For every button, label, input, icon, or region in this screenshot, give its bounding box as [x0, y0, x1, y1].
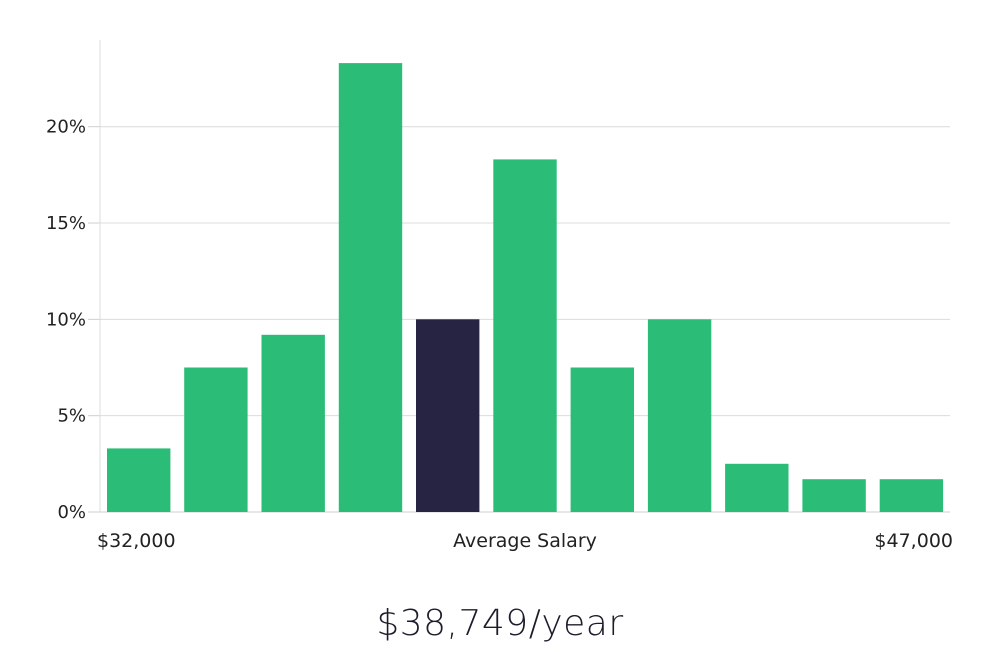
average-salary-value: $38,749/year [376, 603, 624, 644]
x-max-label: $47,000 [874, 530, 953, 552]
y-tick-labels: 0% 5% 10% 15% 20% [46, 117, 86, 523]
y-tick-label: 0% [57, 502, 86, 523]
bar [261, 334, 325, 512]
x-axis-label: Average Salary [453, 530, 597, 552]
bar [647, 319, 712, 512]
bar [725, 463, 789, 512]
y-tick-label: 15% [46, 213, 86, 234]
bars [107, 63, 944, 512]
bar [802, 479, 866, 512]
y-tick-label: 10% [46, 309, 86, 330]
bar [493, 159, 557, 512]
x-min-label: $32,000 [97, 530, 176, 552]
y-tick-label: 20% [46, 117, 86, 138]
bar-highlighted [416, 319, 480, 512]
bar [879, 479, 944, 512]
salary-histogram-chart: 0% 5% 10% 15% 20% $32,000 Average Salary $47… [46, 40, 953, 552]
bar [338, 63, 403, 512]
bar [107, 448, 171, 512]
bar [570, 367, 634, 512]
y-tick-label: 5% [57, 406, 86, 427]
bar [184, 367, 248, 512]
